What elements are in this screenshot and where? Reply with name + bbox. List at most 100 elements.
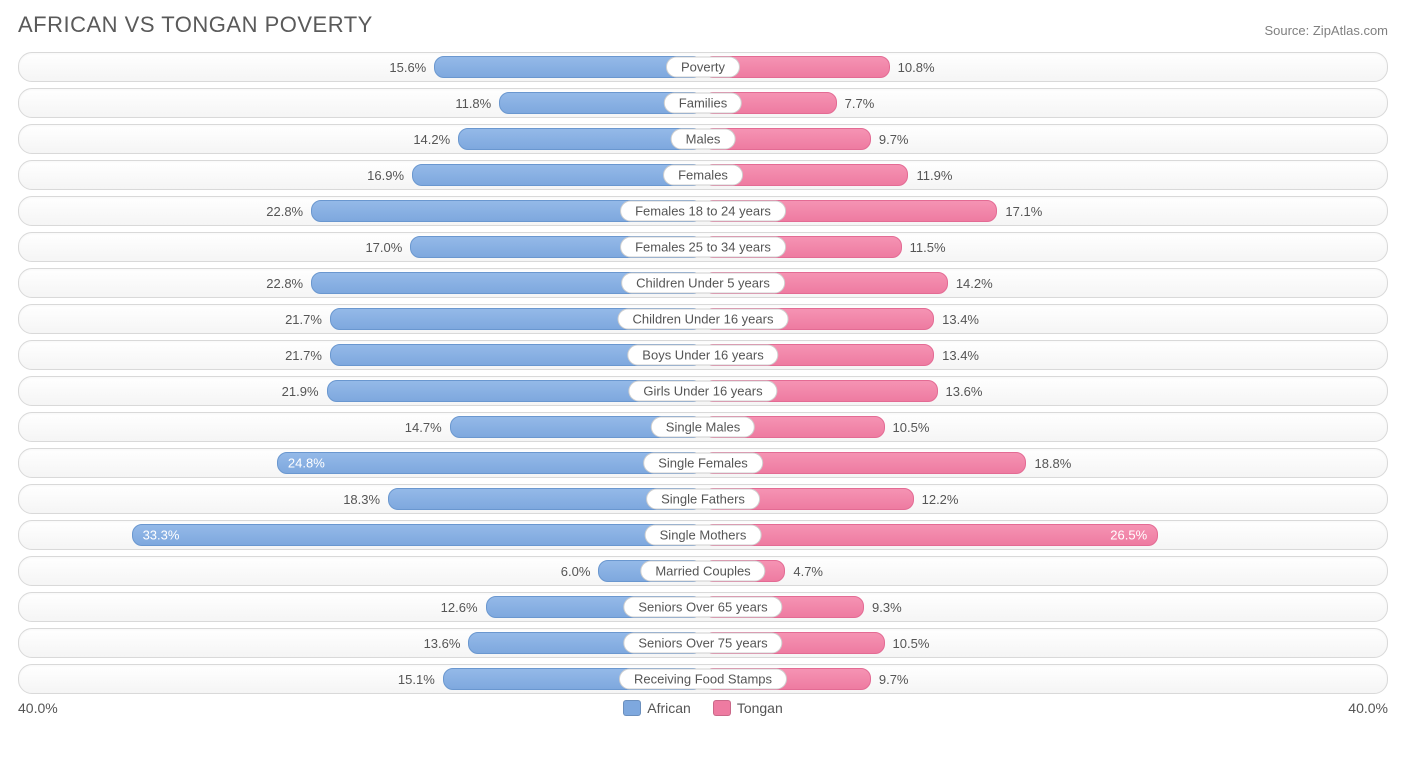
category-label: Receiving Food Stamps	[619, 669, 787, 690]
row-left-half: 21.7%	[19, 341, 703, 369]
bar-african: 24.8%	[277, 452, 703, 474]
value-african: 21.7%	[285, 348, 322, 363]
bar-african	[434, 56, 703, 78]
row-left-half: 14.2%	[19, 125, 703, 153]
chart-row: 22.8% 17.1% Females 18 to 24 years	[18, 196, 1388, 226]
legend-item-african: African	[623, 700, 691, 716]
category-label: Married Couples	[640, 561, 765, 582]
row-left-half: 17.0%	[19, 233, 703, 261]
category-label: Females	[663, 165, 743, 186]
axis-label-right: 40.0%	[1348, 700, 1388, 716]
value-african: 14.7%	[405, 420, 442, 435]
row-right-half: 11.5%	[703, 233, 1387, 261]
row-right-half: 14.2%	[703, 269, 1387, 297]
value-african: 18.3%	[343, 492, 380, 507]
value-tongan: 13.4%	[942, 348, 979, 363]
value-tongan: 11.9%	[916, 168, 952, 183]
value-tongan: 17.1%	[1005, 204, 1042, 219]
bar-african	[412, 164, 703, 186]
chart-row: 14.2%9.7%Males	[18, 124, 1388, 154]
legend-label-tongan: Tongan	[737, 700, 783, 716]
row-right-half: 18.8%	[703, 449, 1387, 477]
row-left-half: 24.8%	[19, 449, 703, 477]
row-right-half: 10.5%	[703, 629, 1387, 657]
row-right-half: 13.4%	[703, 341, 1387, 369]
category-label: Seniors Over 75 years	[623, 633, 782, 654]
value-african: 17.0%	[365, 240, 402, 255]
row-left-half: 16.9%	[19, 161, 703, 189]
row-left-half: 18.3%	[19, 485, 703, 513]
chart-row: 17.0% 11.5% Females 25 to 34 years	[18, 232, 1388, 262]
value-african: 22.8%	[266, 204, 303, 219]
category-label: Single Fathers	[646, 489, 760, 510]
value-tongan: 10.5%	[893, 636, 930, 651]
bar-african	[458, 128, 703, 150]
legend: African Tongan	[623, 700, 783, 716]
row-right-half: 10.5%	[703, 413, 1387, 441]
category-label: Females 18 to 24 years	[620, 201, 786, 222]
category-label: Children Under 16 years	[618, 309, 789, 330]
value-tongan: 26.5%	[1110, 528, 1147, 543]
value-tongan: 14.2%	[956, 276, 993, 291]
category-label: Seniors Over 65 years	[623, 597, 782, 618]
chart-row: 21.7% 13.4% Children Under 16 years	[18, 304, 1388, 334]
category-label: Girls Under 16 years	[628, 381, 777, 402]
bar-african: 33.3%	[132, 524, 703, 546]
row-left-half: 13.6%	[19, 629, 703, 657]
chart-footer: 40.0% African Tongan 40.0%	[18, 700, 1388, 716]
row-left-half: 6.0%	[19, 557, 703, 585]
category-label: Poverty	[666, 57, 740, 78]
row-right-half: 26.5%	[703, 521, 1387, 549]
row-left-half: 22.8%	[19, 197, 703, 225]
value-african: 21.7%	[285, 312, 322, 327]
value-tongan: 10.5%	[893, 420, 930, 435]
chart-row: 14.7% 10.5% Single Males	[18, 412, 1388, 442]
value-tongan: 18.8%	[1034, 456, 1071, 471]
chart-body: 15.6%10.8%Poverty11.8%7.7%Families14.2%9…	[18, 52, 1388, 694]
chart-row: 22.8%14.2%Children Under 5 years	[18, 268, 1388, 298]
value-tongan: 12.2%	[922, 492, 959, 507]
chart-row: 16.9% 11.9% Females	[18, 160, 1388, 190]
row-left-half: 21.9%	[19, 377, 703, 405]
legend-item-tongan: Tongan	[713, 700, 783, 716]
value-african: 15.1%	[398, 672, 435, 687]
value-tongan: 4.7%	[793, 564, 823, 579]
row-right-half: 9.3%	[703, 593, 1387, 621]
row-left-half: 12.6%	[19, 593, 703, 621]
row-left-half: 15.6%	[19, 53, 703, 81]
chart-row: 6.0% 4.7% Married Couples	[18, 556, 1388, 586]
value-african: 16.9%	[367, 168, 404, 183]
category-label: Boys Under 16 years	[627, 345, 778, 366]
chart-source: Source: ZipAtlas.com	[1264, 23, 1388, 38]
category-label: Single Females	[643, 453, 763, 474]
value-african: 11.8%	[455, 96, 491, 111]
category-label: Families	[664, 93, 742, 114]
value-tongan: 13.6%	[946, 384, 983, 399]
value-tongan: 13.4%	[942, 312, 979, 327]
value-african: 6.0%	[561, 564, 591, 579]
chart-row: 11.8% 7.7% Families	[18, 88, 1388, 118]
row-right-half: 4.7%	[703, 557, 1387, 585]
row-right-half: 9.7%	[703, 125, 1387, 153]
category-label: Children Under 5 years	[621, 273, 785, 294]
chart-header: AFRICAN VS TONGAN POVERTY Source: ZipAtl…	[18, 12, 1388, 38]
row-right-half: 10.8%	[703, 53, 1387, 81]
row-right-half: 13.4%	[703, 305, 1387, 333]
value-tongan: 9.7%	[879, 672, 909, 687]
value-african: 24.8%	[288, 456, 325, 471]
chart-row: 33.3%26.5%Single Mothers	[18, 520, 1388, 550]
chart-row: 24.8% 18.8% Single Females	[18, 448, 1388, 478]
category-label: Females 25 to 34 years	[620, 237, 786, 258]
row-left-half: 33.3%	[19, 521, 703, 549]
chart-row: 21.7% 13.4% Boys Under 16 years	[18, 340, 1388, 370]
row-right-half: 11.9%	[703, 161, 1387, 189]
category-label: Single Males	[651, 417, 755, 438]
value-african: 33.3%	[143, 528, 180, 543]
value-african: 13.6%	[424, 636, 461, 651]
chart-row: 15.1% 9.7% Receiving Food Stamps	[18, 664, 1388, 694]
chart-row: 15.6%10.8%Poverty	[18, 52, 1388, 82]
legend-label-african: African	[647, 700, 691, 716]
value-tongan: 7.7%	[845, 96, 875, 111]
value-tongan: 11.5%	[910, 240, 946, 255]
axis-label-left: 40.0%	[18, 700, 58, 716]
